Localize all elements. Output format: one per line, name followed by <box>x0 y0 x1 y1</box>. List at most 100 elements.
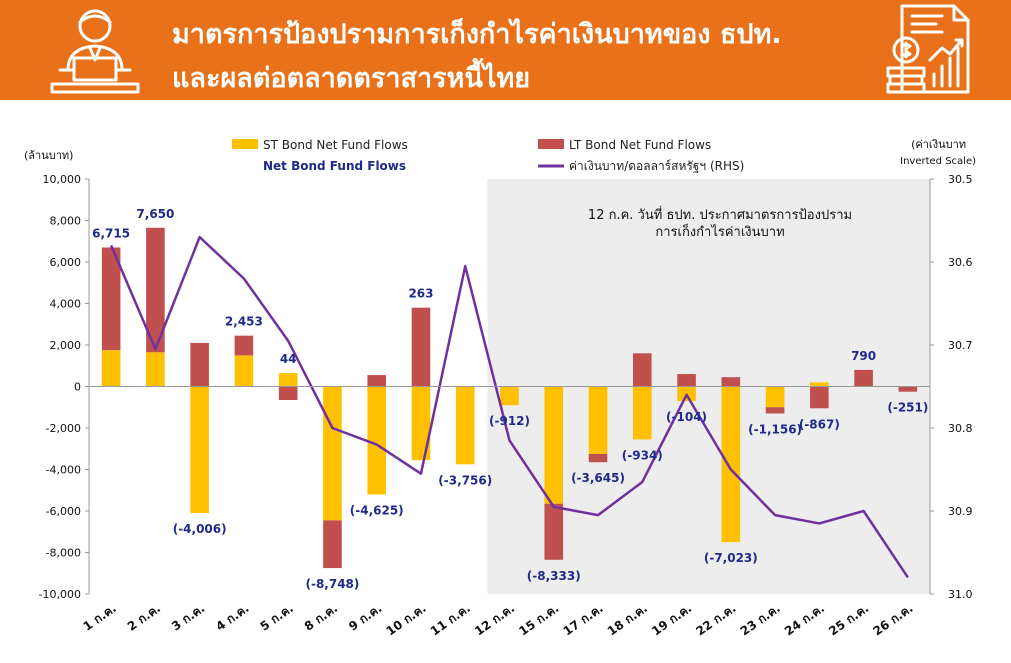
net-flow-label: 790 <box>851 349 876 363</box>
x-tick-label: 5 ก.ค. <box>258 601 296 634</box>
bar-st <box>101 350 121 387</box>
y-tick-label: -8,000 <box>46 547 81 560</box>
bar-lt <box>632 353 652 387</box>
bar-lt <box>898 386 918 392</box>
legend-swatch-lt <box>538 139 564 149</box>
bar-lt <box>810 386 829 409</box>
header-banner: มาตรการป้องปรามการเก็งกำไรค่าเงินบาทของ … <box>0 0 1011 100</box>
bar-lt <box>854 369 873 387</box>
net-flow-label: (-104) <box>666 410 707 424</box>
page-title-line-1: มาตรการป้องปรามการเก็งกำไรค่าเงินบาทของ … <box>172 19 782 50</box>
x-tick-label: 15 ก.ค. <box>516 601 561 638</box>
bar-lt <box>101 247 121 351</box>
report-coins-icon <box>886 4 970 94</box>
y2-tick-label: 30.8 <box>948 422 973 435</box>
net-flow-label: (-8,333) <box>527 569 581 583</box>
x-tick-label: 12 ก.ค. <box>472 601 517 638</box>
x-tick-label: 8 ก.ค. <box>302 601 340 634</box>
bar-lt <box>677 374 696 387</box>
bar-lt <box>323 520 342 569</box>
y-tick-label: -6,000 <box>46 505 81 518</box>
bar-lt <box>721 377 741 387</box>
net-flow-label: 7,650 <box>136 207 174 221</box>
x-tick-label: 19 ก.ค. <box>649 601 694 638</box>
bar-lt <box>544 503 564 560</box>
x-tick-label: 17 ก.ค. <box>561 601 606 638</box>
bar-st <box>765 386 785 408</box>
y-tick-label: 0 <box>74 381 81 394</box>
bar-st <box>411 386 431 461</box>
legend-swatch-st <box>232 139 258 149</box>
net-flow-label: (-1,156) <box>748 422 802 436</box>
net-flow-label: 263 <box>408 287 433 301</box>
bar-st <box>455 386 475 465</box>
bar-st <box>323 386 342 521</box>
bar-lt <box>765 407 785 414</box>
net-flow-label: (-867) <box>799 417 840 431</box>
x-tick-label: 18 ก.ค. <box>605 601 650 638</box>
net-flow-label: (-8,748) <box>305 577 359 591</box>
x-tick-label: 3 ก.ค. <box>169 601 207 634</box>
y2-tick-label: 30.6 <box>948 256 973 269</box>
net-flow-label: (-7,023) <box>704 551 758 565</box>
bar-st <box>367 386 387 495</box>
y2-tick-label: 30.5 <box>948 173 973 186</box>
bar-lt <box>367 375 387 387</box>
net-flow-label: (-4,006) <box>173 522 227 536</box>
annotation-line-2: การเก็งกำไรค่าเงินบาท <box>655 222 784 240</box>
bar-lt <box>190 342 209 387</box>
x-tick-label: 11 ก.ค. <box>428 601 473 638</box>
x-tick-label: 2 ก.ค. <box>125 601 163 634</box>
x-tick-label: 1 ก.ค. <box>81 601 119 634</box>
bar-st <box>146 352 165 387</box>
right-axis-label-line-2: Inverted Scale) <box>900 156 976 167</box>
bar-st <box>632 386 652 440</box>
y-tick-label: -2,000 <box>46 422 81 435</box>
x-tick-label: 4 ก.ค. <box>213 601 251 634</box>
net-flow-label: (-4,625) <box>350 503 404 517</box>
net-flow-label: (-912) <box>489 414 530 428</box>
bar-st <box>190 386 209 514</box>
y2-tick-label: 30.7 <box>948 339 973 352</box>
net-flow-label: (-934) <box>622 448 663 462</box>
bar-st <box>500 386 519 406</box>
y-tick-label: 4,000 <box>50 298 82 311</box>
net-flow-label: (-251) <box>887 401 928 415</box>
bar-lt <box>234 335 254 356</box>
y-tick-label: -4,000 <box>46 464 81 477</box>
legend-label-lt: LT Bond Net Fund Flows <box>569 138 711 152</box>
bar-lt <box>278 386 298 400</box>
bar-st <box>544 386 564 504</box>
y2-tick-label: 30.9 <box>948 505 973 518</box>
bar-st <box>810 382 829 387</box>
legend-label-st: ST Bond Net Fund Flows <box>263 138 408 152</box>
bar-st <box>721 386 741 543</box>
page-title-line-2: และผลต่อตลาดตราสารหนี้ไทย <box>172 63 531 94</box>
y-tick-label: -10,000 <box>39 588 81 601</box>
x-tick-label: 9 ก.ค. <box>346 601 384 634</box>
net-flow-label: 2,453 <box>225 315 263 329</box>
presenter-icon <box>50 9 140 94</box>
x-tick-label: 10 ก.ค. <box>384 601 429 638</box>
net-flow-label: (-3,645) <box>571 471 625 485</box>
bar-lt <box>588 453 608 463</box>
x-tick-label: 25 ก.ค. <box>826 601 871 638</box>
net-flow-label: 6,715 <box>92 226 130 240</box>
x-tick-label: 22 ก.ค. <box>693 601 738 638</box>
y-tick-label: 10,000 <box>43 173 82 186</box>
bar-lt <box>411 307 431 387</box>
bar-lt <box>146 227 165 353</box>
y-tick-label: 2,000 <box>50 339 82 352</box>
x-tick-label: 26 ก.ค. <box>870 601 915 638</box>
y-tick-label: 8,000 <box>50 215 82 228</box>
thb-usd-line <box>109 235 909 579</box>
legend: ST Bond Net Fund Flows Net Bond Fund Flo… <box>232 138 744 173</box>
bar-st <box>234 355 254 387</box>
net-flow-label: (-3,756) <box>438 473 492 487</box>
x-tick-label: 24 ก.ค. <box>782 601 827 638</box>
left-axis-label: (ล้านบาท) <box>24 149 73 162</box>
x-tick-label: 23 ก.ค. <box>738 601 783 638</box>
legend-label-net: Net Bond Fund Flows <box>263 159 406 173</box>
annotation-line-1: 12 ก.ค. วันที่ ธปท. ประกาศมาตรการป้องปรา… <box>588 206 852 223</box>
y-tick-label: 6,000 <box>50 256 82 269</box>
